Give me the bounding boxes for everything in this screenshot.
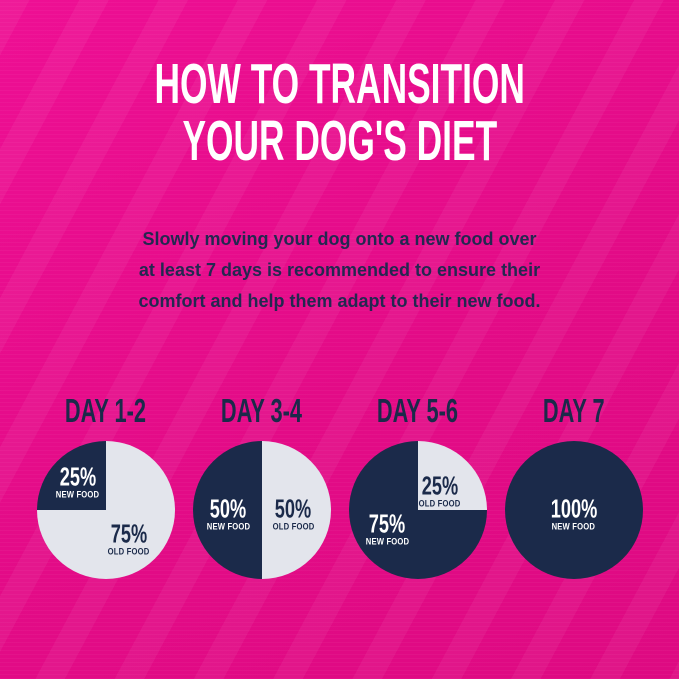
slice-label-old-food: 25% OLD FOOD	[418, 470, 461, 509]
slice-label-new-food: 50% NEW FOOD	[206, 493, 251, 532]
intro-line: at least 7 days is recommended to ensure…	[138, 260, 541, 280]
pie-charts-row: DAY 1-2 25% NEW FOOD 75% OLD FOOD DAY 3-4 50% N…	[0, 393, 679, 579]
slice-label-new-food: 100% NEW FOOD	[550, 493, 597, 532]
pie-chart: 75% NEW FOOD 25% OLD FOOD	[348, 441, 487, 579]
slice-label-new-food: 75% NEW FOOD	[365, 508, 409, 547]
day-label: DAY 5-6	[376, 392, 459, 429]
day-label: DAY 3-4	[220, 392, 303, 429]
pie-chart: 25% NEW FOOD 75% OLD FOOD	[36, 441, 175, 579]
intro-paragraph: Slowly moving your dog onto a new food o…	[70, 224, 610, 317]
day-label: DAY 1-2	[64, 392, 147, 429]
chart-day-7: DAY 7 100% NEW FOOD	[504, 393, 644, 579]
pie-chart: 100% NEW FOOD	[504, 441, 643, 579]
intro-line: comfort and help them adapt to their new…	[138, 291, 541, 311]
slice-label-new-food: 25% NEW FOOD	[56, 461, 100, 500]
chart-day-5-6: DAY 5-6 75% NEW FOOD 25% OLD FOOD	[348, 393, 488, 579]
page-title-line1: HOW TO TRANSITION	[154, 52, 525, 116]
pie-chart: 50% NEW FOOD 50% OLD FOOD	[192, 441, 331, 579]
intro-line: Slowly moving your dog onto a new food o…	[142, 229, 537, 249]
chart-day-3-4: DAY 3-4 50% NEW FOOD 50% OLD FOOD	[192, 393, 332, 579]
chart-day-1-2: DAY 1-2 25% NEW FOOD 75% OLD FOOD	[36, 393, 176, 579]
slice-label-old-food: 75% OLD FOOD	[108, 518, 150, 557]
page-title: HOW TO TRANSITION YOUR DOG'S DIET	[0, 0, 679, 170]
slice-label-old-food: 50% OLD FOOD	[272, 493, 315, 532]
day-label: DAY 7	[542, 392, 605, 429]
page-title-line2: YOUR DOG'S DIET	[182, 109, 497, 173]
